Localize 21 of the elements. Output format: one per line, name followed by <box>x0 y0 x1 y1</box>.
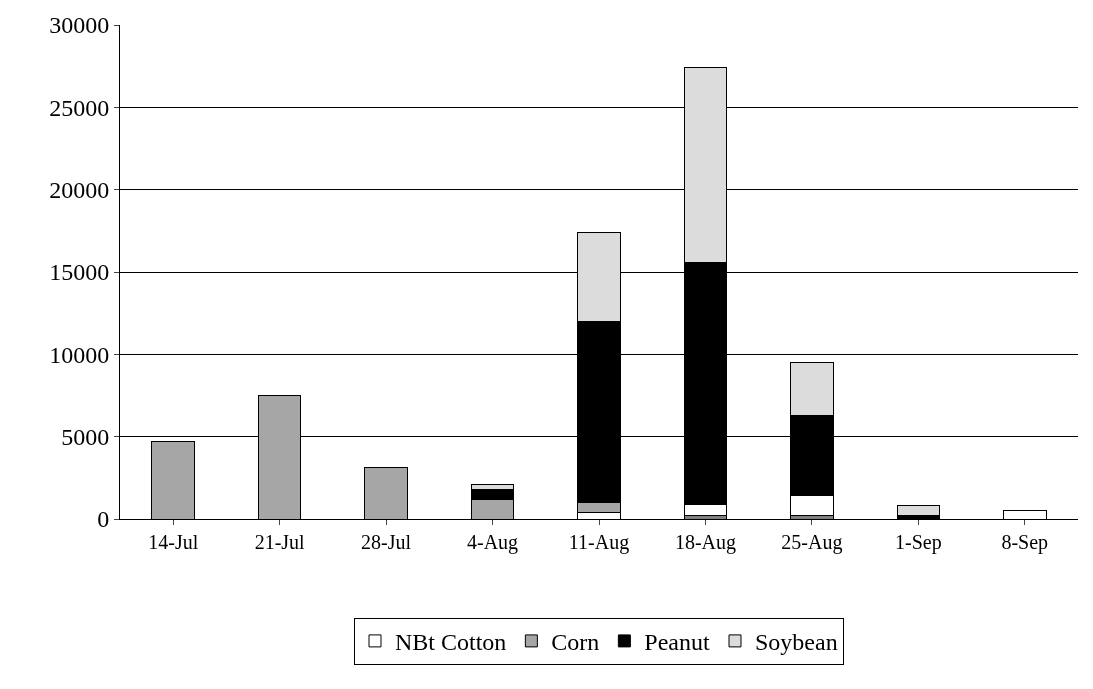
x-tick-label: 4-Aug <box>467 531 519 554</box>
x-tick-label: 28-Jul <box>361 531 412 553</box>
x-tick-label: 1-Sep <box>894 531 942 554</box>
x-tick-label: 21-Jul <box>254 531 306 553</box>
y-tick-label: 20000 <box>49 177 110 204</box>
legend-label: Soybean <box>755 629 838 656</box>
x-tick-label: 11-Aug <box>568 531 630 554</box>
y-tick-label: 5000 <box>61 424 110 451</box>
y-tick-label: 30000 <box>49 12 110 39</box>
x-tick-label: 25-Aug <box>781 531 843 554</box>
x-tick-label: 14-Jul <box>148 531 199 553</box>
y-tick-label: 0 <box>97 506 110 533</box>
x-tick-label: 8-Sep <box>1001 531 1049 554</box>
y-tick-label: 10000 <box>49 341 110 368</box>
y-tick-label: 25000 <box>49 94 110 121</box>
bar <box>896 505 941 517</box>
legend-label: Corn <box>551 629 600 656</box>
legend-label: Peanut <box>644 629 711 656</box>
legend-label: NBt Cotton <box>395 629 507 656</box>
y-tick-label: 15000 <box>49 259 110 286</box>
x-tick-label: 18-Aug <box>674 531 736 554</box>
